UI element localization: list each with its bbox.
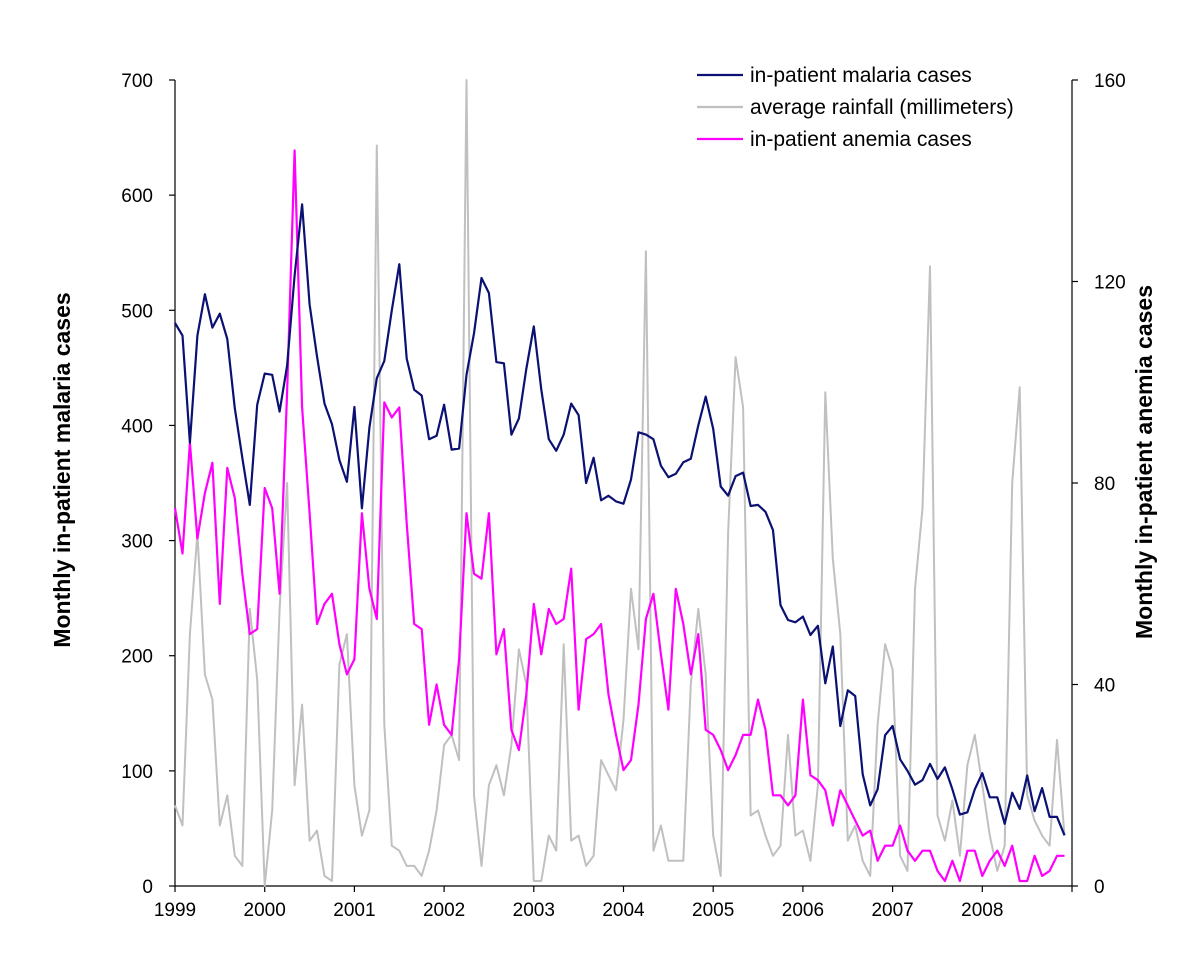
x-tick-label: 2003 <box>513 900 555 921</box>
left-tick-label: 100 <box>121 762 153 783</box>
right-tick-label: 160 <box>1094 71 1126 92</box>
x-axis: 1999 2000 2001 2002 2003 2004 2005 2006 2007 2008 <box>154 885 1073 921</box>
x-tick-label: 2005 <box>692 900 734 921</box>
x-tick-label: 2006 <box>782 900 824 921</box>
left-tick-label: 300 <box>121 532 153 553</box>
right-axis: 0 40 80 120 160 <box>1071 71 1126 898</box>
left-tick-label: 400 <box>121 416 153 437</box>
x-tick-label: 2001 <box>333 900 375 921</box>
plot-lines <box>173 79 1066 887</box>
series-line-2 <box>173 149 1065 883</box>
legend-label: in-patient malaria cases <box>750 64 972 87</box>
left-tick-label: 700 <box>121 71 153 92</box>
left-tick-label: 500 <box>121 301 153 322</box>
x-tick-label: 2002 <box>423 900 465 921</box>
right-tick-label: 80 <box>1094 474 1115 495</box>
x-tick-label: 1999 <box>154 900 196 921</box>
left-tick-label: 600 <box>121 186 153 207</box>
right-axis-title: Monthly in-patient anemia cases <box>1131 285 1157 639</box>
left-axis: 0 100 200 300 400 500 600 700 <box>121 71 176 898</box>
legend: in-patient malaria cases average rainfall… <box>697 64 1014 151</box>
right-tick-label: 120 <box>1094 273 1126 294</box>
left-axis-title: Monthly in-patient malaria cases <box>49 292 75 647</box>
left-tick-label: 200 <box>121 647 153 668</box>
x-tick-label: 2000 <box>244 900 286 921</box>
left-tick-label: 0 <box>142 877 153 898</box>
legend-label: in-patient anemia cases <box>750 128 972 151</box>
x-tick-label: 2004 <box>602 900 645 921</box>
x-tick-label: 2007 <box>871 900 913 921</box>
right-tick-label: 0 <box>1094 877 1105 898</box>
legend-label: average rainfall (millimeters) <box>750 96 1014 119</box>
series-line-0 <box>174 203 1066 836</box>
right-tick-label: 40 <box>1094 676 1115 697</box>
x-tick-label: 2008 <box>961 900 1003 921</box>
